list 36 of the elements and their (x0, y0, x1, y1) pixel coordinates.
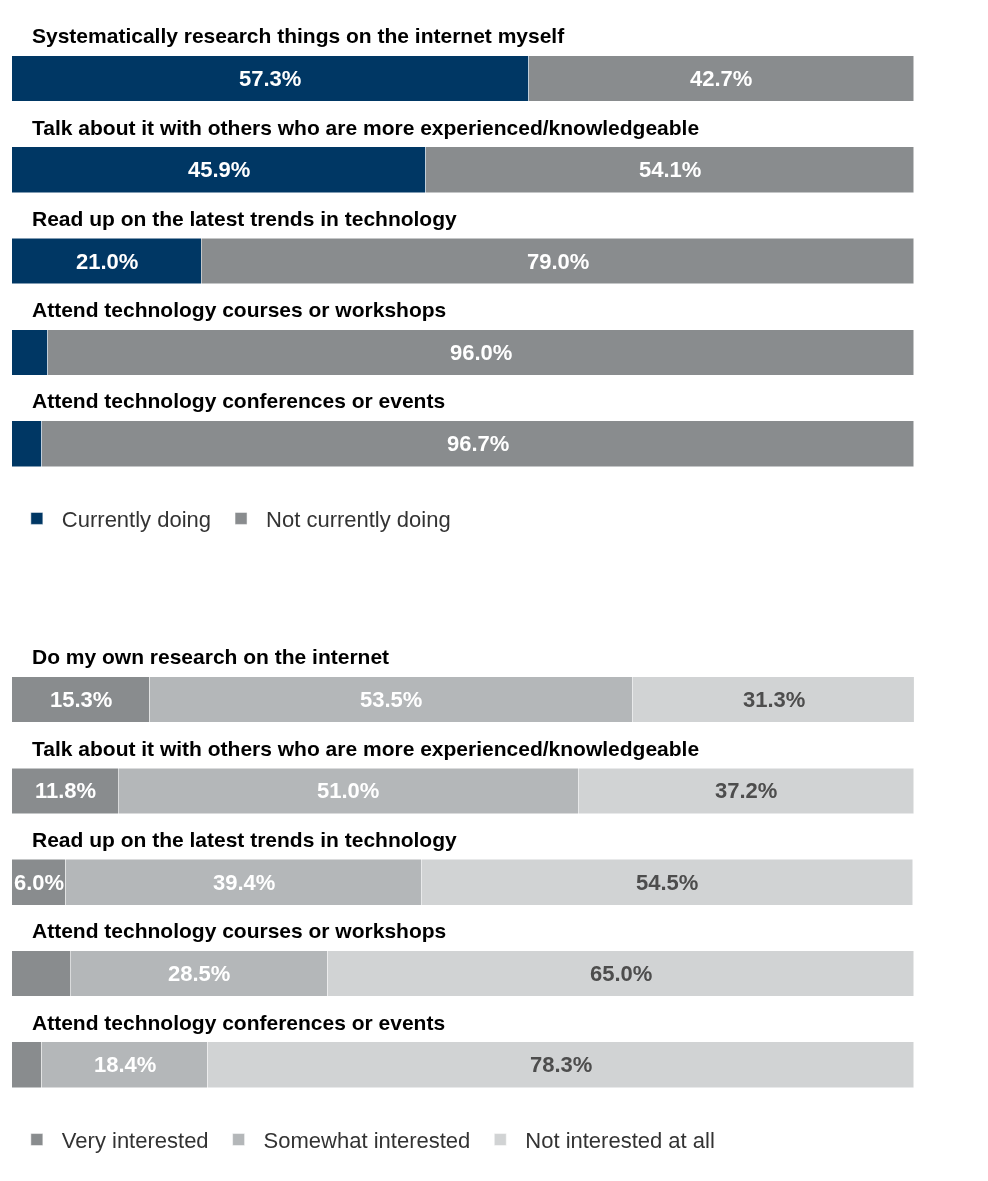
category-label: Read up on the latest trends in technology (32, 828, 457, 851)
data-label: 54.5% (636, 870, 699, 895)
data-label: 28.5% (168, 961, 231, 986)
data-label: 96.0% (450, 340, 513, 365)
legend-label: Very interested (61, 1128, 209, 1154)
category-label: Attend technology conferences or events (32, 389, 446, 412)
data-label: 51.0% (317, 778, 380, 803)
category-label: Do my own research on the internet (32, 645, 390, 668)
data-label: 53.5% (360, 687, 423, 712)
data-label: 6.0% (14, 870, 65, 895)
category-label: Talk about it with others who are more experienced/knowledgeable (32, 737, 700, 760)
legend-label: Currently doing (61, 507, 212, 532)
data-label: 57.3% (239, 66, 302, 91)
legend-label: Not interested at all (525, 1128, 715, 1154)
legend-label: Not currently doing (266, 507, 451, 532)
data-label: 42.7% (690, 66, 753, 91)
legend-label: Somewhat interested (263, 1128, 471, 1154)
data-label: 39.4% (213, 870, 276, 895)
data-label: 15.3% (50, 687, 113, 712)
category-label: Attend technology conferences or events (32, 1011, 446, 1034)
data-label: 21.0% (76, 249, 139, 274)
data-label: 18.4% (94, 1052, 157, 1077)
category-label: Talk about it with others who are more experienced/knowledgeable (32, 116, 700, 139)
category-label: Read up on the latest trends in technology (32, 207, 457, 230)
data-label: 78.3% (530, 1052, 593, 1077)
category-label: Attend technology courses or workshops (32, 298, 447, 321)
data-label: 54.1% (639, 157, 702, 182)
data-label: 11.8% (35, 778, 97, 803)
data-label: 37.2% (715, 778, 778, 803)
data-label: 45.9% (188, 157, 251, 182)
data-label: 65.0% (590, 961, 653, 986)
data-label: 96.7% (447, 431, 510, 456)
category-label: Systematically research things on the internet myself (32, 24, 565, 47)
category-label: Attend technology courses or workshops (32, 919, 447, 942)
data-label: 79.0% (527, 249, 590, 274)
data-label: 31.3% (743, 687, 806, 712)
